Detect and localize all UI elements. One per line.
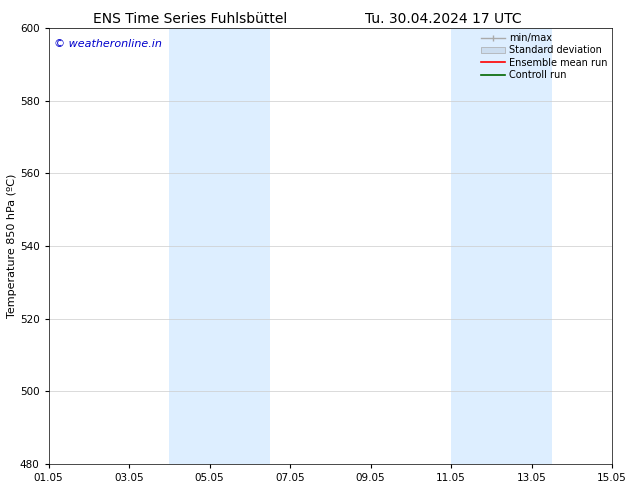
Text: © weatheronline.in: © weatheronline.in: [54, 39, 162, 49]
Text: ENS Time Series Fuhlsbüttel: ENS Time Series Fuhlsbüttel: [93, 12, 287, 26]
Bar: [169, 28, 270, 464]
Bar: [451, 28, 552, 464]
Legend: min/max, Standard deviation, Ensemble mean run, Controll run: min/max, Standard deviation, Ensemble me…: [479, 31, 609, 82]
Text: Tu. 30.04.2024 17 UTC: Tu. 30.04.2024 17 UTC: [365, 12, 522, 26]
Y-axis label: Temperature 850 hPa (ºC): Temperature 850 hPa (ºC): [7, 174, 17, 318]
